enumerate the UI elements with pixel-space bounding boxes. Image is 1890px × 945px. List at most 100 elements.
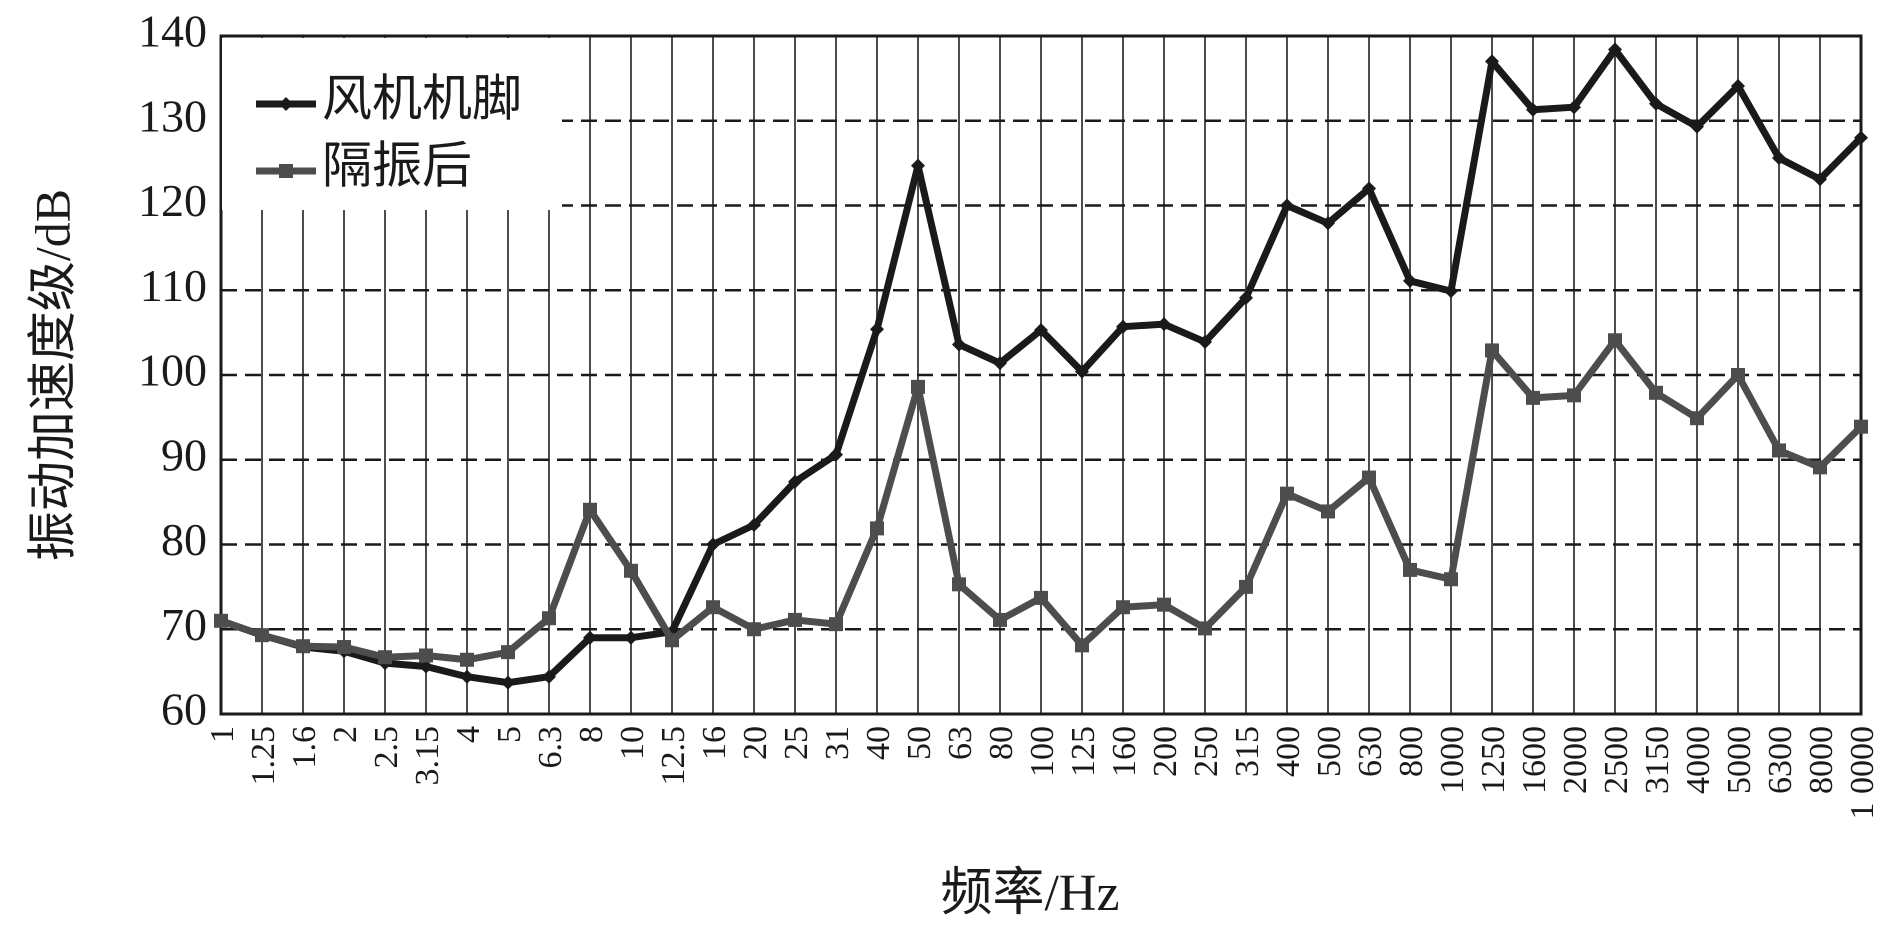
marker	[1116, 319, 1130, 334]
marker	[1813, 460, 1827, 475]
marker	[829, 447, 843, 462]
marker	[1321, 504, 1335, 519]
x-tick-label: 31	[819, 726, 856, 760]
plot-frame	[219, 34, 1863, 716]
marker	[542, 611, 556, 626]
x-tick-label: 630	[1352, 726, 1389, 777]
marker	[1239, 579, 1253, 594]
marker	[747, 518, 761, 533]
x-tick-label: 1600	[1516, 726, 1553, 794]
marker	[501, 645, 515, 660]
x-tick-label: 40	[860, 726, 897, 760]
legend-box	[222, 38, 562, 210]
x-tick-label: 5	[491, 726, 528, 743]
marker	[993, 356, 1007, 371]
x-tick-label: 1 0000	[1844, 726, 1881, 820]
marker	[706, 537, 720, 552]
x-tick-label: 4000	[1680, 726, 1717, 794]
x-tick-label: 2.5	[368, 726, 405, 769]
marker	[1485, 343, 1499, 358]
y-tick-label: 120	[138, 175, 207, 226]
marker	[624, 563, 638, 578]
marker	[1772, 151, 1786, 166]
marker	[1854, 130, 1868, 145]
x-tick-label: 5000	[1721, 726, 1758, 794]
marker	[952, 577, 966, 592]
marker	[1403, 562, 1417, 577]
marker	[419, 648, 433, 663]
marker	[214, 613, 228, 628]
marker	[378, 650, 392, 665]
x-tick-label: 3150	[1639, 726, 1676, 794]
x-tick-label: 16	[696, 726, 733, 760]
y-tick-label: 80	[161, 514, 207, 565]
y-tick-label: 60	[161, 684, 207, 735]
marker	[255, 628, 269, 643]
marker	[1157, 317, 1171, 332]
marker	[583, 502, 597, 517]
x-tick-label: 6300	[1762, 726, 1799, 794]
x-tick-label: 800	[1393, 726, 1430, 777]
marker	[1854, 419, 1868, 434]
marker	[542, 669, 556, 684]
marker	[1567, 388, 1581, 403]
marker	[1034, 590, 1048, 605]
marker	[296, 639, 310, 654]
x-tick-label: 10	[614, 726, 651, 760]
marker	[1280, 198, 1294, 213]
x-tick-label: 4	[450, 726, 487, 743]
x-tick-label: 250	[1188, 726, 1225, 777]
marker	[1075, 638, 1089, 653]
marker	[870, 521, 884, 536]
marker	[1403, 273, 1417, 288]
x-tick-label: 500	[1311, 726, 1348, 777]
marker	[501, 675, 515, 690]
legend-label: 隔振后	[322, 137, 472, 193]
marker	[952, 337, 966, 352]
marker	[460, 669, 474, 684]
x-tick-label: 3.15	[409, 726, 446, 786]
marker	[1649, 385, 1663, 400]
marker	[1157, 597, 1171, 612]
x-tick-label: 125	[1065, 726, 1102, 777]
x-tick-label: 8000	[1803, 726, 1840, 794]
marker	[788, 612, 802, 627]
marker	[624, 630, 638, 645]
marker	[1280, 486, 1294, 501]
x-tick-label: 2500	[1598, 726, 1635, 794]
marker	[1116, 600, 1130, 615]
marker	[1075, 364, 1089, 379]
marker	[1731, 368, 1745, 382]
marker	[1649, 96, 1663, 111]
marker	[706, 600, 720, 615]
marker	[1444, 572, 1458, 587]
x-tick-label: 8	[573, 726, 610, 743]
marker	[1608, 333, 1622, 348]
marker	[1198, 334, 1212, 349]
x-tick-label: 50	[901, 726, 938, 760]
y-tick-label: 110	[140, 260, 207, 311]
x-tick-label: 20	[737, 726, 774, 760]
x-tick-label: 1.25	[245, 726, 282, 786]
legend-label: 风机机脚	[322, 70, 522, 126]
marker	[1362, 470, 1376, 485]
marker	[1526, 102, 1540, 117]
marker	[665, 633, 679, 648]
marker	[1813, 172, 1827, 187]
marker	[1239, 290, 1253, 305]
x-tick-label: 200	[1147, 726, 1184, 777]
marker	[829, 617, 843, 632]
marker	[1444, 284, 1458, 299]
marker	[1362, 181, 1376, 196]
x-tick-label: 1250	[1475, 726, 1512, 794]
marker	[993, 612, 1007, 627]
marker	[460, 652, 474, 667]
marker	[1321, 216, 1335, 231]
marker	[583, 630, 597, 645]
x-tick-label: 2	[327, 726, 364, 743]
marker	[1198, 621, 1212, 636]
x-tick-label: 25	[778, 726, 815, 760]
y-axis-title: 振动加速度级/dB	[24, 189, 80, 561]
